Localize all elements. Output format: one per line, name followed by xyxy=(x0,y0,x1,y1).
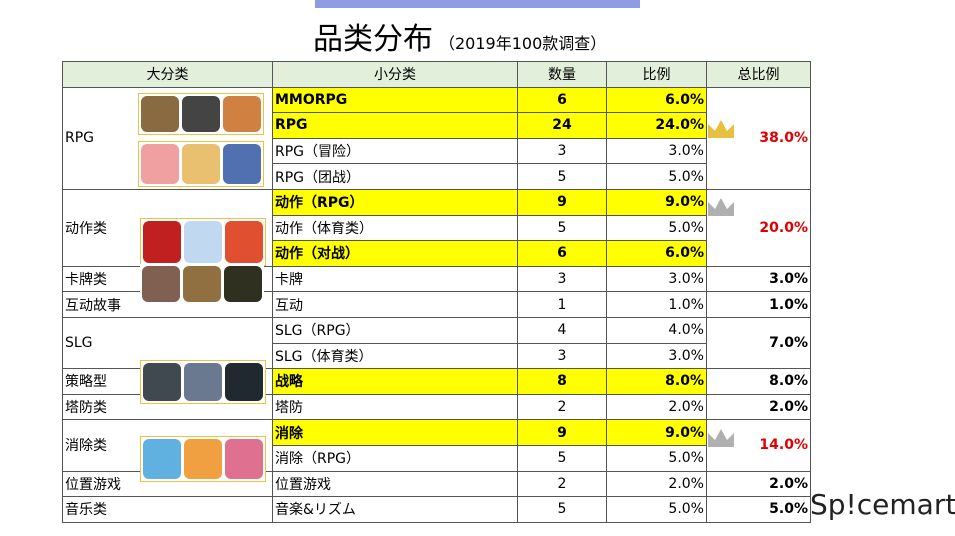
count-cell: 8 xyxy=(517,368,607,395)
count-cell: 5 xyxy=(517,163,607,190)
sub-category-cell: 塔防 xyxy=(272,393,518,421)
ratio-cell: 3.0% xyxy=(606,342,707,370)
total-cell: 8.0% xyxy=(706,368,811,395)
column-header: 大分类 xyxy=(62,61,273,88)
column-header: 总比例 xyxy=(706,61,811,88)
category-cell: 位置游戏 xyxy=(62,470,273,498)
ratio-cell: 5.0% xyxy=(606,214,707,242)
total-cell: 3.0% xyxy=(706,265,811,293)
count-cell: 24 xyxy=(517,112,607,139)
ratio-cell: 2.0% xyxy=(606,470,707,498)
table-row: 音乐类 音楽&リズム 5 5.0% 5.0% xyxy=(62,496,811,523)
ratio-cell: 9.0% xyxy=(606,419,707,446)
sub-category-cell: 动作（对战） xyxy=(272,240,518,267)
column-header: 比例 xyxy=(606,61,707,88)
ratio-cell: 1.0% xyxy=(606,291,707,318)
sub-category-cell: 位置游戏 xyxy=(272,470,518,498)
silver-crown xyxy=(708,198,734,216)
sub-category-cell: RPG（团战） xyxy=(272,163,518,190)
table-row: SLG（体育类） 3 3.0% xyxy=(63,342,811,370)
count-cell: 9 xyxy=(517,419,607,446)
ratio-cell: 3.0% xyxy=(606,265,707,293)
count-cell: 1 xyxy=(517,291,607,318)
sub-category-cell: 战略 xyxy=(272,368,518,395)
gold-crown xyxy=(708,120,734,138)
count-cell: 6 xyxy=(517,86,607,114)
count-cell: 5 xyxy=(517,444,607,472)
total-cell: 38.0% xyxy=(706,86,811,190)
sub-category-cell: 消除（RPG） xyxy=(272,444,518,472)
ratio-cell: 5.0% xyxy=(606,444,707,472)
game-icons xyxy=(138,93,264,135)
header-row: 大分类 小分类 数量 比例 总比例 xyxy=(62,61,811,88)
silver-crown xyxy=(708,429,734,447)
total-cell: 2.0% xyxy=(706,393,811,421)
ratio-cell: 3.0% xyxy=(606,137,707,165)
table-row: RPG（冒险） 3 3.0% xyxy=(63,137,811,165)
count-cell: 4 xyxy=(517,316,607,344)
ratio-cell: 2.0% xyxy=(606,393,707,421)
count-cell: 2 xyxy=(517,470,607,498)
sub-category-cell: RPG xyxy=(272,112,518,139)
title: 品类分布 （2019年100款调查） xyxy=(313,14,606,58)
sub-category-cell: 动作（体育类） xyxy=(272,214,518,242)
count-cell: 6 xyxy=(517,240,607,267)
logo: Sp!cemart xyxy=(810,488,955,521)
count-cell: 3 xyxy=(517,265,607,293)
table-row: 动作（对战） 6 6.0% xyxy=(63,240,811,267)
total-cell: 20.0% xyxy=(706,188,811,267)
ratio-cell: 6.0% xyxy=(606,240,707,267)
column-header: 数量 xyxy=(517,61,607,88)
ratio-cell: 24.0% xyxy=(606,112,707,139)
ratio-cell: 6.0% xyxy=(606,86,707,114)
sub-category-cell: RPG（冒险） xyxy=(272,137,518,165)
category-cell: 音乐类 xyxy=(62,496,273,523)
table-row: SLG SLG（RPG） 4 4.0% 7.0% xyxy=(62,316,811,370)
table-row: 互动故事 互动 1 1.0% 1.0% xyxy=(62,291,811,318)
table-row: 动作类 动作（RPG） 9 9.0% 20.0% xyxy=(62,188,811,267)
game-icons xyxy=(140,360,266,404)
game-icons xyxy=(140,218,266,266)
ratio-cell: 8.0% xyxy=(606,368,707,395)
game-icons xyxy=(138,141,264,187)
sub-category-cell: SLG（RPG） xyxy=(272,316,518,344)
sub-category-cell: SLG（体育类） xyxy=(272,342,518,370)
subtitle: （2019年100款调查） xyxy=(439,34,607,53)
game-icons xyxy=(140,436,266,482)
top-bar xyxy=(315,0,640,8)
ratio-cell: 4.0% xyxy=(606,316,707,344)
count-cell: 2 xyxy=(517,393,607,421)
sub-category-cell: 音楽&リズム xyxy=(272,496,518,523)
ratio-cell: 9.0% xyxy=(606,188,707,216)
sub-category-cell: 动作（RPG） xyxy=(272,188,518,216)
ratio-cell: 5.0% xyxy=(606,496,707,523)
count-cell: 3 xyxy=(517,137,607,165)
count-cell: 5 xyxy=(517,496,607,523)
count-cell: 9 xyxy=(517,188,607,216)
total-cell: 14.0% xyxy=(706,419,811,472)
table-row: RPG 24 24.0% xyxy=(63,112,811,139)
column-header: 小分类 xyxy=(272,61,518,88)
ratio-cell: 5.0% xyxy=(606,163,707,190)
total-cell: 1.0% xyxy=(706,291,811,318)
sub-category-cell: MMORPG xyxy=(272,86,518,114)
sub-category-cell: 互动 xyxy=(272,291,518,318)
total-cell: 7.0% xyxy=(706,316,811,370)
total-cell: 5.0% xyxy=(706,496,811,523)
sub-category-cell: 消除 xyxy=(272,419,518,446)
table: 大分类 小分类 数量 比例 总比例 RPG MMORPG 6 6.0% 38.0% RPG 24 24.… xyxy=(62,61,811,523)
sub-category-cell: 卡牌 xyxy=(272,265,518,293)
game-icons xyxy=(140,264,264,304)
title-text: 品类分布 xyxy=(313,22,433,57)
total-cell: 2.0% xyxy=(706,470,811,498)
count-cell: 3 xyxy=(517,342,607,370)
count-cell: 5 xyxy=(517,214,607,242)
